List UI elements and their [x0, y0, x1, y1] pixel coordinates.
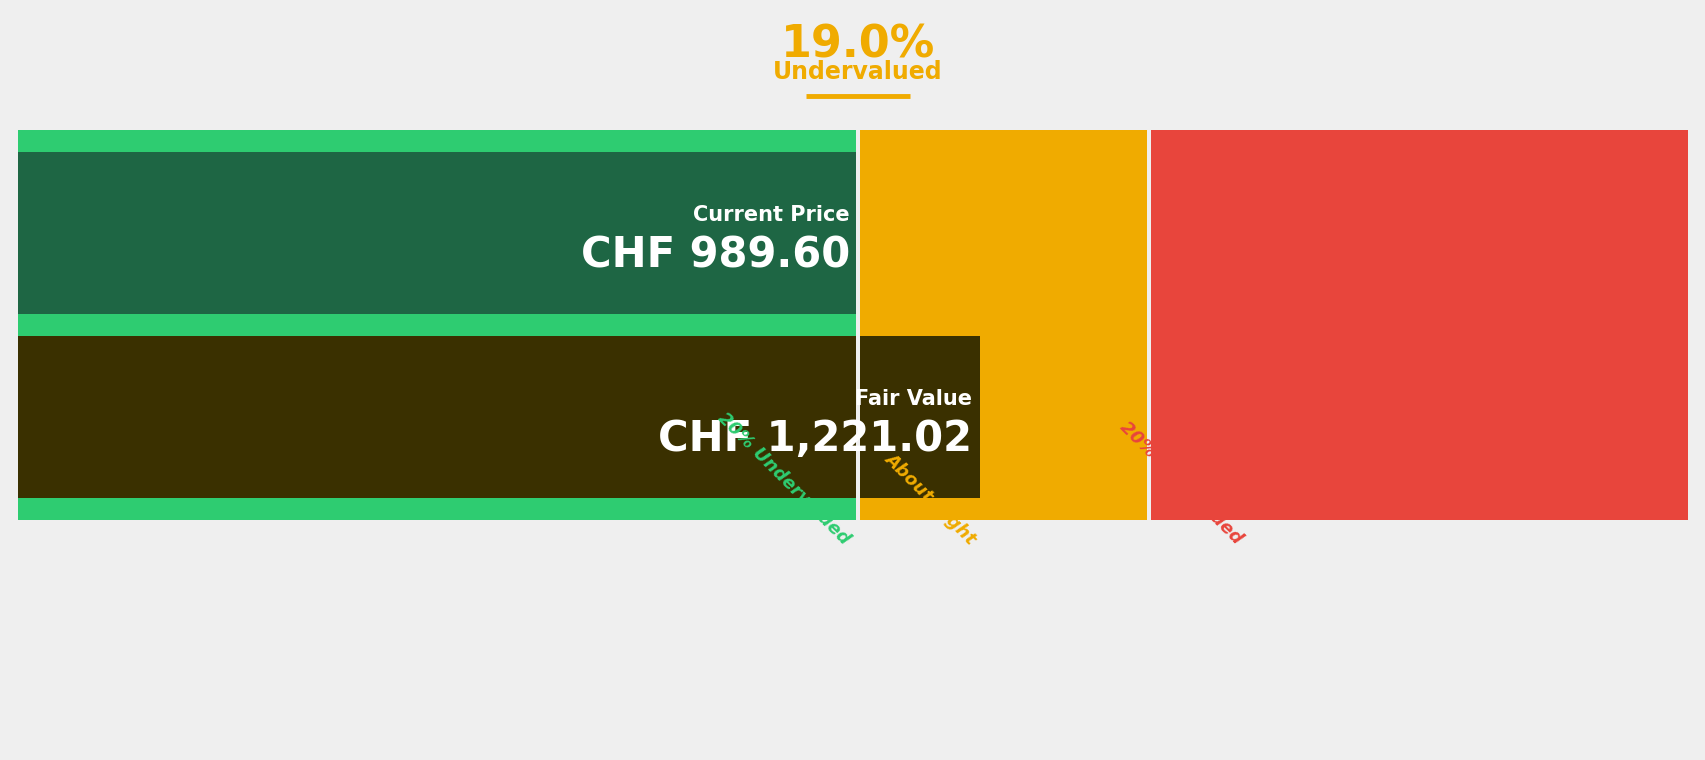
- Bar: [1147, 130, 1686, 520]
- Text: 20% Undervalued: 20% Undervalued: [713, 409, 852, 548]
- Bar: [1146, 130, 1149, 520]
- Bar: [856, 130, 859, 520]
- Text: Current Price: Current Price: [692, 205, 849, 225]
- Bar: [19, 152, 858, 314]
- Text: CHF 1,221.02: CHF 1,221.02: [658, 418, 972, 460]
- Bar: [19, 130, 858, 520]
- Text: About Right: About Right: [881, 449, 979, 548]
- Text: Undervalued: Undervalued: [772, 60, 943, 84]
- Text: 19.0%: 19.0%: [781, 24, 934, 67]
- Text: CHF 989.60: CHF 989.60: [580, 234, 849, 276]
- Text: 20% Overvalued: 20% Overvalued: [1115, 418, 1245, 548]
- Text: Fair Value: Fair Value: [854, 389, 972, 409]
- Bar: [19, 336, 979, 498]
- Bar: [858, 130, 1147, 520]
